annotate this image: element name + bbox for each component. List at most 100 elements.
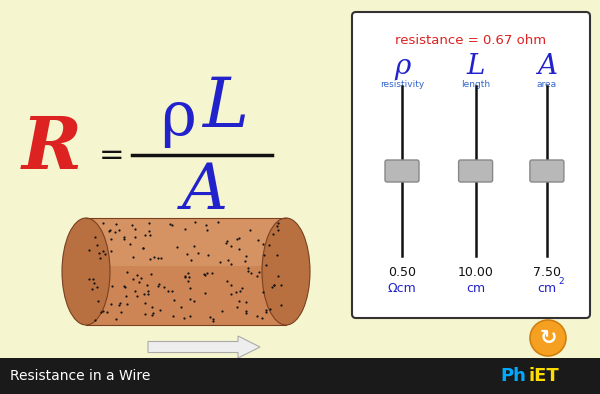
Point <box>200 290 210 296</box>
Point <box>140 311 150 318</box>
Point <box>122 300 132 307</box>
Point <box>222 238 232 244</box>
Point <box>167 288 176 294</box>
Point <box>127 221 136 228</box>
Bar <box>86 218 286 266</box>
Point <box>143 288 152 294</box>
FancyBboxPatch shape <box>385 160 419 182</box>
Point <box>88 275 98 282</box>
Point <box>274 219 283 226</box>
Point <box>245 227 255 234</box>
Point <box>235 246 244 253</box>
Point <box>95 250 104 256</box>
Point <box>114 302 124 309</box>
Point <box>125 241 134 247</box>
Point <box>84 276 94 282</box>
Point <box>140 299 149 306</box>
Point <box>98 247 108 254</box>
Point <box>143 291 152 297</box>
Point <box>106 236 116 242</box>
Point <box>208 316 218 322</box>
Point <box>199 271 209 278</box>
Point <box>111 316 121 322</box>
Point <box>272 223 281 229</box>
FancyArrow shape <box>148 336 260 358</box>
Point <box>93 298 103 305</box>
Point <box>235 288 245 294</box>
Point <box>200 272 210 278</box>
Point <box>147 304 157 310</box>
Point <box>103 309 112 315</box>
Point <box>203 270 212 276</box>
Point <box>183 270 193 277</box>
Point <box>133 271 142 278</box>
FancyBboxPatch shape <box>530 160 564 182</box>
Point <box>179 315 189 322</box>
Point <box>264 242 274 248</box>
Point <box>190 218 200 225</box>
Text: =: = <box>99 141 125 169</box>
Text: cm: cm <box>466 281 485 294</box>
Circle shape <box>530 320 566 356</box>
Point <box>140 232 150 238</box>
Text: ↻: ↻ <box>539 328 557 348</box>
Point <box>226 261 236 268</box>
Point <box>85 247 94 253</box>
Point <box>215 259 224 266</box>
Point <box>184 277 193 284</box>
Point <box>110 229 120 236</box>
Point <box>149 254 159 260</box>
Point <box>277 302 286 309</box>
Point <box>226 291 236 297</box>
Point <box>122 269 132 275</box>
Point <box>247 269 256 276</box>
Point <box>139 291 149 297</box>
Text: length: length <box>461 80 490 89</box>
Point <box>254 268 263 275</box>
Point <box>242 310 251 316</box>
Point <box>193 250 203 256</box>
Text: 7.50: 7.50 <box>533 266 561 279</box>
Point <box>132 293 142 299</box>
Point <box>222 277 232 284</box>
Point <box>144 219 154 226</box>
Point <box>104 228 114 234</box>
Point <box>134 279 143 285</box>
Point <box>182 251 191 257</box>
Point <box>244 265 253 271</box>
Point <box>257 315 266 322</box>
Point <box>154 281 164 287</box>
Text: ρ: ρ <box>394 52 410 80</box>
Point <box>138 245 148 251</box>
Point <box>115 300 124 306</box>
Point <box>146 271 156 277</box>
Point <box>107 282 117 289</box>
Point <box>272 252 282 258</box>
Point <box>205 314 215 320</box>
Point <box>185 312 195 319</box>
Point <box>98 308 107 314</box>
Point <box>128 276 137 282</box>
Point <box>221 240 230 246</box>
Text: iET: iET <box>528 367 559 385</box>
Point <box>169 297 179 303</box>
Text: Ph: Ph <box>500 367 526 385</box>
Point <box>147 312 157 318</box>
Point <box>217 307 227 314</box>
Point <box>153 255 163 261</box>
Point <box>89 280 99 286</box>
Point <box>223 257 233 263</box>
Point <box>180 226 190 232</box>
Point <box>154 283 163 289</box>
Text: A: A <box>537 52 557 80</box>
Point <box>261 307 271 313</box>
Text: 2: 2 <box>558 277 564 286</box>
Point <box>265 305 275 312</box>
Point <box>268 284 277 290</box>
Point <box>160 284 169 290</box>
FancyBboxPatch shape <box>352 12 590 318</box>
Text: 10.00: 10.00 <box>458 266 494 279</box>
Point <box>201 222 211 228</box>
Point <box>119 283 128 289</box>
Point <box>235 235 244 241</box>
